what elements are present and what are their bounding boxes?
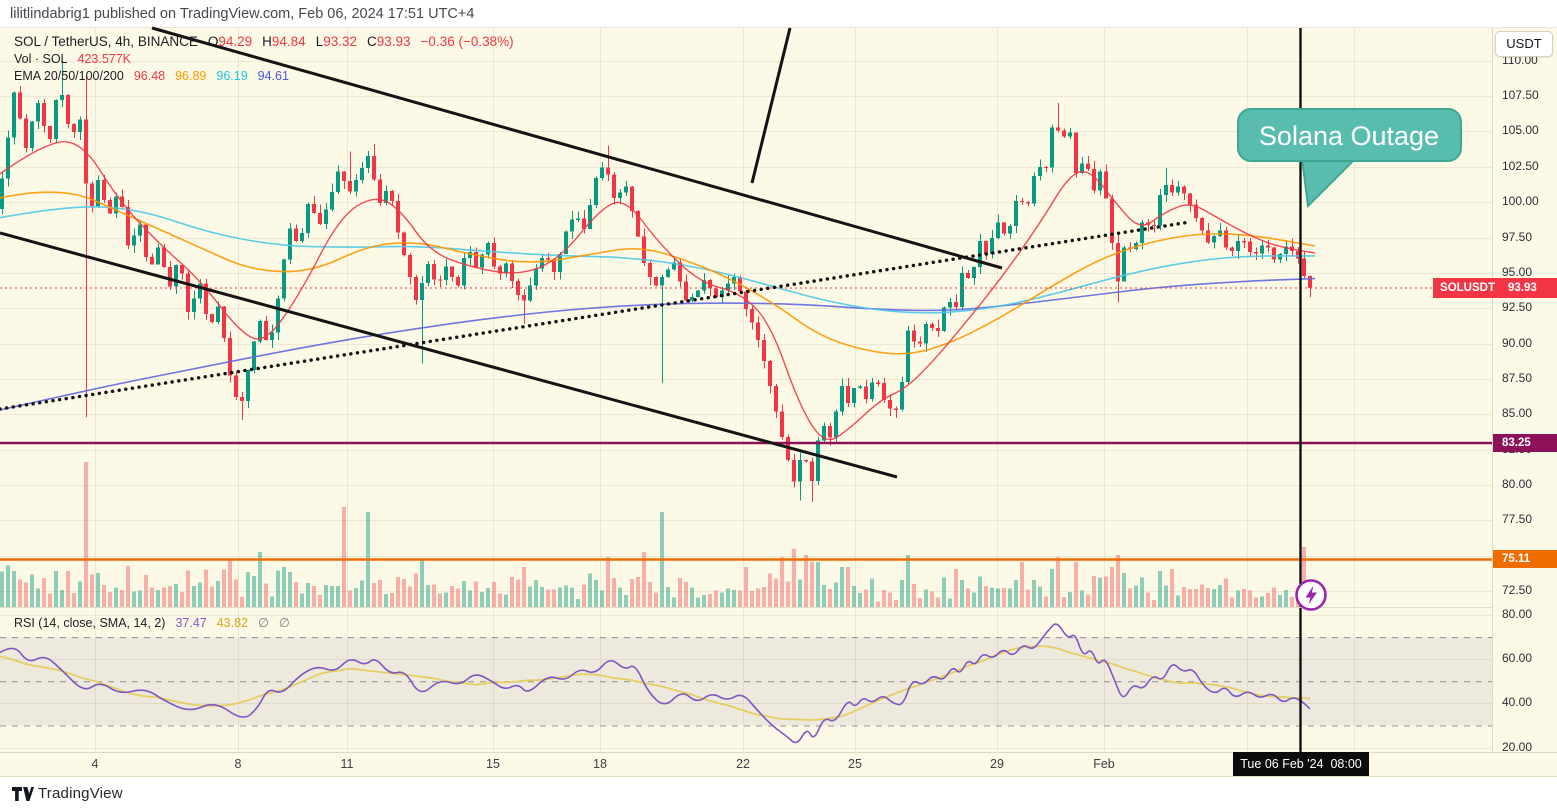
tradingview-brand-text[interactable]: TradingView	[38, 785, 123, 802]
candles	[0, 60, 1312, 502]
ema200-line	[0, 277, 1316, 411]
ohlc-low-value: 93.32	[323, 34, 357, 49]
lightning-bolt	[1305, 585, 1317, 605]
time-tick-label: 11	[340, 757, 354, 771]
level-lines	[0, 287, 1492, 561]
price-tick-label: 107.50	[1502, 88, 1539, 103]
ema100-line	[0, 206, 1315, 314]
time-tick-label: 8	[234, 757, 242, 771]
currency-toggle-button[interactable]: USDT	[1495, 31, 1553, 57]
ema20-value: 96.48	[133, 69, 166, 83]
callout-bubble	[1237, 108, 1462, 162]
ohlc-low-label: L	[315, 34, 324, 49]
ema-legend[interactable]: EMA 20/50/100/200 96.48 96.89 96.19 94.61	[14, 69, 289, 83]
trendline-drawings	[0, 26, 1192, 479]
ohlc-open-value: 94.29	[218, 34, 253, 49]
ohlc-close-value: 93.93	[376, 34, 411, 49]
rsi-lines	[0, 623, 1311, 744]
volume-legend[interactable]: Vol · SOL 423.577K	[14, 52, 131, 66]
publish-header: lilitlindabrig1 published on TradingView…	[0, 0, 1557, 28]
lower-channel-line[interactable]	[0, 231, 898, 479]
volume-value: 423.577K	[77, 52, 132, 66]
last-price-badge-value: 93.93	[1508, 282, 1537, 294]
time-tick-label: 29	[990, 757, 1004, 771]
purple-level-badge: 83.25	[1493, 434, 1557, 452]
last-price-badge-symbol: SOLUSDT	[1440, 282, 1495, 294]
event-date-badge: Tue 06 Feb '24 08:00	[1233, 752, 1369, 776]
symbol-title: SOL / TetherUS, 4h, BINANCE	[14, 34, 198, 49]
price-tick-label: 100.00	[1502, 194, 1539, 209]
rsi-tick-label: 20.00	[1502, 739, 1533, 754]
time-tick-label: 15	[486, 757, 500, 771]
rsi-tick-label: 80.00	[1502, 607, 1533, 621]
rsi-tick-label: 40.00	[1502, 695, 1533, 710]
time-tick-label: 18	[593, 757, 607, 771]
tradingview-logo-icon[interactable]	[12, 786, 34, 802]
callout-tail	[1300, 157, 1359, 209]
ema100-value: 96.19	[216, 69, 248, 83]
volume-bars	[0, 462, 1312, 607]
price-tick-label: 102.50	[1502, 158, 1539, 173]
price-tick-label: 72.50	[1502, 583, 1533, 598]
last-price-badge: SOLUSDT 93.93	[1433, 278, 1557, 298]
price-axis[interactable]: 110.00 107.50 105.00 102.50 100.00 97.50 95.00…	[1492, 28, 1557, 777]
callout-text: Solana Outage	[1259, 121, 1439, 151]
ohlc-high-value: 94.84	[271, 34, 306, 49]
price-tick-label: 80.00	[1502, 476, 1533, 491]
price-tick-label: 87.50	[1502, 370, 1533, 385]
ema-lines	[0, 141, 1316, 441]
rsi-value: 37.47	[175, 616, 207, 630]
ohlc-high-label: H	[262, 34, 272, 49]
ascending-dotted-line[interactable]	[0, 220, 1192, 411]
ema200-value: 94.61	[257, 69, 289, 83]
rsi-line	[0, 623, 1311, 744]
price-tick-label: 85.00	[1502, 406, 1533, 421]
rsi-label: RSI (14, close, SMA, 14, 2)	[14, 616, 166, 630]
rsi-empty-glyph: ∅	[258, 616, 269, 630]
price-tick-label: 92.50	[1502, 300, 1533, 315]
ema50-value: 96.89	[175, 69, 207, 83]
solana-outage-callout[interactable]: Solana Outage	[1228, 103, 1478, 215]
price-tick-label: 97.50	[1502, 229, 1533, 244]
change-value: −0.36 (−0.38%)	[420, 34, 514, 49]
rsi-tick-label: 60.00	[1502, 651, 1533, 666]
rsi-band	[0, 637, 1492, 727]
rsi-empty-glyph: ∅	[278, 616, 290, 630]
rsi-sma-value: 43.82	[216, 616, 249, 630]
rsi-legend[interactable]: RSI (14, close, SMA, 14, 2) 37.47 43.82 ∅ ∅	[14, 615, 290, 630]
orange-level-badge: 75.11	[1493, 550, 1557, 568]
time-tick-label: 4	[91, 757, 99, 771]
price-tick-label: 90.00	[1502, 335, 1533, 350]
ema-label: EMA 20/50/100/200	[14, 69, 124, 83]
symbol-legend[interactable]: SOL / TetherUS, 4h, BINANCE O94.29 H94.84 L…	[14, 34, 514, 49]
time-tick-label: 22	[736, 757, 750, 771]
ohlc-open-label: O	[207, 34, 219, 49]
price-tick-label: 105.00	[1502, 123, 1539, 138]
footer-bar: TradingView	[0, 777, 1557, 811]
price-tick-label: 95.00	[1502, 264, 1533, 279]
steep-line[interactable]	[750, 27, 792, 184]
ema20-line	[0, 141, 1316, 441]
lightning-event-icon[interactable]	[1294, 578, 1328, 612]
upper-channel-line[interactable]	[151, 26, 1003, 270]
volume-label: Vol · SOL	[14, 52, 68, 66]
ohlc-close-label: C	[367, 34, 377, 49]
price-tick-label: 77.50	[1502, 512, 1533, 527]
gridlines	[0, 28, 1492, 752]
time-tick-label: 25	[848, 757, 862, 771]
ema50-line	[0, 191, 1316, 355]
time-tick-label: Feb	[1093, 757, 1115, 771]
